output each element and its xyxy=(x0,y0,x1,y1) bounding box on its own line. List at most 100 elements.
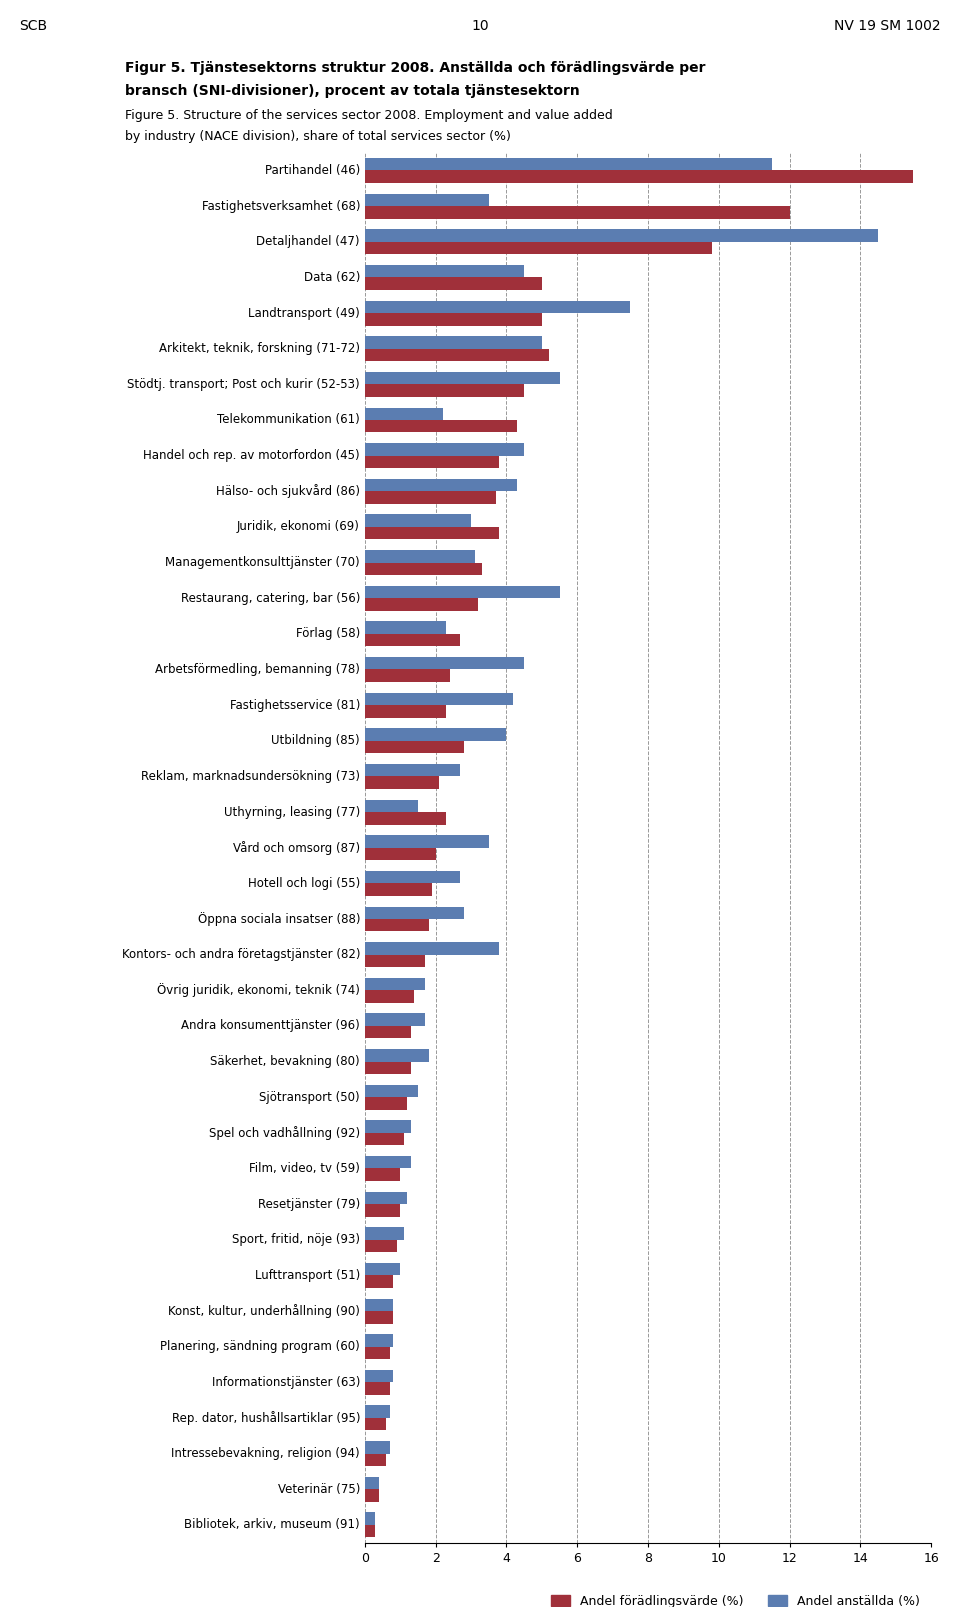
Bar xyxy=(365,1369,394,1382)
Bar xyxy=(365,456,499,468)
Text: Handel och rep. av motorfordon (45): Handel och rep. av motorfordon (45) xyxy=(143,448,360,463)
Text: Utbildning (85): Utbildning (85) xyxy=(272,734,360,747)
Bar xyxy=(365,1098,407,1110)
Bar xyxy=(365,1311,394,1324)
Bar xyxy=(365,313,541,326)
Text: Stödtj. transport; Post och kurir (52-53): Stödtj. transport; Post och kurir (52-53… xyxy=(128,378,360,391)
Bar xyxy=(365,1014,425,1025)
Bar xyxy=(365,444,524,456)
Text: 10: 10 xyxy=(471,19,489,34)
Bar xyxy=(365,527,499,540)
Text: Uthyrning, leasing (77): Uthyrning, leasing (77) xyxy=(224,805,360,818)
Text: Veterinär (75): Veterinär (75) xyxy=(277,1483,360,1496)
Bar xyxy=(365,384,524,397)
Bar xyxy=(365,1120,411,1133)
Bar xyxy=(365,1334,394,1347)
Bar xyxy=(365,598,478,611)
Text: by industry (NACE division), share of total services sector (%): by industry (NACE division), share of to… xyxy=(125,130,511,143)
Text: Andra konsumenttjänster (96): Andra konsumenttjänster (96) xyxy=(181,1019,360,1032)
Bar xyxy=(365,1347,390,1360)
Bar xyxy=(365,728,507,741)
Text: Arbetsförmedling, bemanning (78): Arbetsförmedling, bemanning (78) xyxy=(156,664,360,677)
Bar xyxy=(365,241,711,254)
Bar xyxy=(365,419,517,432)
Bar xyxy=(365,836,489,848)
Bar xyxy=(365,1477,379,1490)
Bar xyxy=(365,550,474,562)
Text: Data (62): Data (62) xyxy=(303,272,360,284)
Text: Övrig juridik, ekonomi, teknik (74): Övrig juridik, ekonomi, teknik (74) xyxy=(157,983,360,998)
Bar xyxy=(365,919,428,932)
Bar xyxy=(365,741,464,754)
Text: Reklam, marknadsundersökning (73): Reklam, marknadsundersökning (73) xyxy=(141,770,360,783)
Bar xyxy=(365,562,482,575)
Bar xyxy=(365,955,425,967)
Bar xyxy=(365,1085,418,1098)
Text: bransch (SNI-divisioner), procent av totala tjänstesektorn: bransch (SNI-divisioner), procent av tot… xyxy=(125,84,580,98)
Bar xyxy=(365,1454,386,1466)
Bar xyxy=(365,1382,390,1395)
Bar xyxy=(365,670,449,681)
Bar xyxy=(365,1228,404,1239)
Bar xyxy=(365,479,517,492)
Bar xyxy=(365,408,443,419)
Bar xyxy=(365,705,446,718)
Bar xyxy=(365,884,432,895)
Bar xyxy=(365,657,524,670)
Bar xyxy=(365,349,549,362)
Text: Vård och omsorg (87): Vård och omsorg (87) xyxy=(233,840,360,855)
Bar xyxy=(365,1298,394,1311)
Bar xyxy=(365,990,415,1003)
Text: Rep. dator, hushållsartiklar (95): Rep. dator, hushållsartiklar (95) xyxy=(172,1411,360,1425)
Bar xyxy=(365,230,878,241)
Text: Informationstjänster (63): Informationstjänster (63) xyxy=(211,1376,360,1388)
Bar xyxy=(365,1512,375,1525)
Bar xyxy=(365,1441,390,1454)
Text: Fastighetsservice (81): Fastighetsservice (81) xyxy=(229,699,360,712)
Text: Lufttransport (51): Lufttransport (51) xyxy=(254,1270,360,1282)
Text: NV 19 SM 1002: NV 19 SM 1002 xyxy=(834,19,941,34)
Bar xyxy=(365,1204,400,1216)
Text: Intressebevakning, religion (94): Intressebevakning, religion (94) xyxy=(172,1448,360,1461)
Bar xyxy=(365,1525,375,1538)
Bar xyxy=(365,763,461,776)
Bar xyxy=(365,942,499,955)
Text: Hälso- och sjukvård (86): Hälso- och sjukvård (86) xyxy=(216,484,360,498)
Bar xyxy=(365,1239,396,1252)
Bar xyxy=(365,906,464,919)
Text: Juridik, ekonomi (69): Juridik, ekonomi (69) xyxy=(237,521,360,534)
Bar xyxy=(365,1155,411,1168)
Bar xyxy=(365,514,471,527)
Bar xyxy=(365,265,524,278)
Text: Sport, fritid, nöje (93): Sport, fritid, nöje (93) xyxy=(232,1233,360,1247)
Bar xyxy=(365,1417,386,1430)
Text: Förlag (58): Förlag (58) xyxy=(296,627,360,640)
Bar xyxy=(365,847,436,860)
Text: Sjötransport (50): Sjötransport (50) xyxy=(259,1091,360,1104)
Text: Arkitekt, teknik, forskning (71-72): Arkitekt, teknik, forskning (71-72) xyxy=(159,342,360,355)
Bar xyxy=(365,585,560,598)
Bar xyxy=(365,622,446,633)
Bar xyxy=(365,1490,379,1501)
Text: Landtransport (49): Landtransport (49) xyxy=(249,307,360,320)
Bar xyxy=(365,157,772,170)
Bar xyxy=(365,194,489,206)
Bar xyxy=(365,633,461,646)
Text: Figure 5. Structure of the services sector 2008. Employment and value added: Figure 5. Structure of the services sect… xyxy=(125,109,612,122)
Legend: Andel förädlingsvärde (%), Andel anställda (%): Andel förädlingsvärde (%), Andel anställ… xyxy=(546,1589,924,1607)
Bar xyxy=(365,206,789,219)
Bar xyxy=(365,1406,390,1417)
Bar xyxy=(365,776,439,789)
Text: Detaljhandel (47): Detaljhandel (47) xyxy=(256,235,360,247)
Text: Managementkonsulttjänster (70): Managementkonsulttjänster (70) xyxy=(165,556,360,569)
Text: Bibliotek, arkiv, museum (91): Bibliotek, arkiv, museum (91) xyxy=(184,1519,360,1531)
Text: Resetjänster (79): Resetjänster (79) xyxy=(257,1197,360,1210)
Bar xyxy=(365,1025,411,1038)
Text: Figur 5. Tjänstesektorns struktur 2008. Anställda och förädlingsvärde per: Figur 5. Tjänstesektorns struktur 2008. … xyxy=(125,61,706,76)
Text: Öppna sociala insatser (88): Öppna sociala insatser (88) xyxy=(198,913,360,926)
Bar xyxy=(365,693,514,705)
Bar xyxy=(365,800,418,812)
Text: Partihandel (46): Partihandel (46) xyxy=(265,164,360,177)
Bar xyxy=(365,170,914,183)
Bar xyxy=(365,278,541,289)
